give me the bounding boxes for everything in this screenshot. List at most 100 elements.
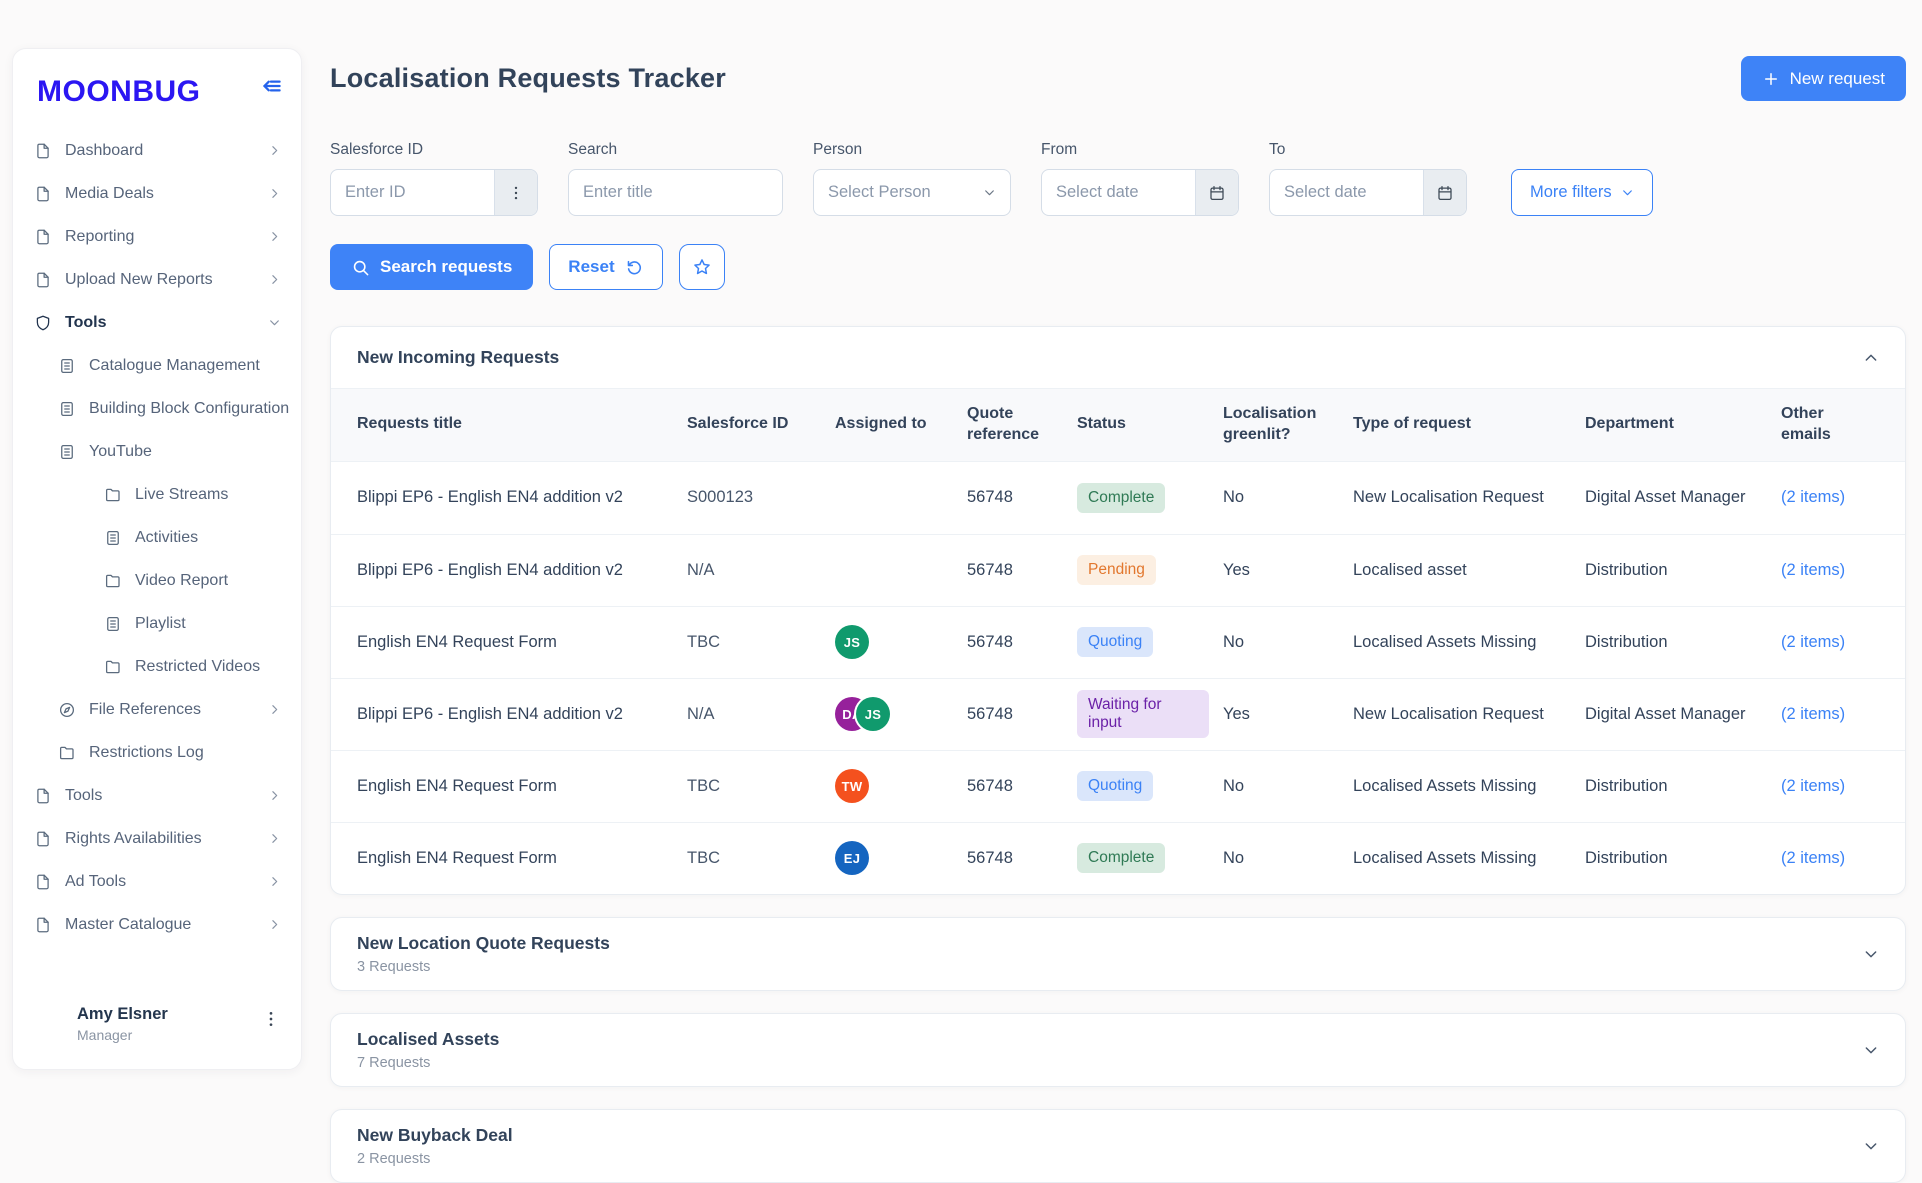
page-icon <box>34 185 52 203</box>
to-input[interactable] <box>1270 170 1423 215</box>
cell-salesforce-id: N/A <box>687 560 715 579</box>
sidebar-item-label: Master Catalogue <box>65 915 192 933</box>
sidebar-item-restrictions-log[interactable]: Restrictions Log <box>13 731 301 774</box>
accordion-section-new-buyback-deal[interactable]: New Buyback Deal 2 Requests <box>330 1108 1906 1183</box>
user-menu-kebab-icon[interactable] <box>261 1009 281 1029</box>
chevron-right-icon <box>268 918 281 931</box>
new-request-button[interactable]: New request <box>1740 56 1906 101</box>
sidebar-item-tools[interactable]: Tools <box>13 774 301 817</box>
search-input[interactable] <box>569 170 782 215</box>
cell-department: Distribution <box>1585 560 1668 579</box>
table-row[interactable]: English EN4 Request Form TBC JS 56748 Qu… <box>331 605 1905 678</box>
avatar: JS <box>835 625 869 660</box>
sidebar-item-catalogue-management[interactable]: Catalogue Management <box>13 344 301 387</box>
cell-request-title: Blippi EP6 - English EN4 addition v2 <box>357 704 623 723</box>
accordion-section-localised-assets[interactable]: Localised Assets 7 Requests <box>330 1012 1906 1087</box>
journal-icon <box>104 615 122 633</box>
sidebar-item-video-report[interactable]: Video Report <box>13 559 301 602</box>
sidebar-item-label: Restrictions Log <box>89 743 204 761</box>
salesforce-id-input[interactable] <box>331 170 494 215</box>
favorite-filter-button[interactable] <box>678 244 725 290</box>
from-input[interactable] <box>1042 170 1195 215</box>
person-select[interactable]: Select Person <box>814 170 1010 215</box>
collapse-sidebar-icon[interactable] <box>259 73 285 99</box>
sidebar-item-building-block-configuration[interactable]: Building Block Configuration <box>13 387 301 430</box>
search-requests-button[interactable]: Search requests <box>330 244 534 290</box>
sidebar-item-dashboard[interactable]: Dashboard <box>13 129 301 172</box>
folder-icon <box>104 658 122 676</box>
column-header: Other emails <box>1781 405 1831 443</box>
search-icon <box>351 258 370 277</box>
folder-icon <box>58 744 76 762</box>
column-header: Quote reference <box>967 405 1040 443</box>
column-header: Type of request <box>1353 415 1471 433</box>
cell-quote-reference: 56748 <box>967 488 1013 507</box>
table-row[interactable]: English EN4 Request Form TBC TW 56748 Qu… <box>331 749 1905 822</box>
journal-icon <box>104 529 122 547</box>
other-emails-link[interactable]: (2 items) <box>1781 704 1846 723</box>
sidebar-item-label: Video Report <box>135 571 229 589</box>
other-emails-link[interactable]: (2 items) <box>1781 848 1846 867</box>
user-name: Amy Elsner <box>77 1005 168 1023</box>
avatar: TW <box>835 769 869 804</box>
cell-type-of-request: Localised Assets Missing <box>1353 848 1537 867</box>
sidebar: MOONBUG Dashboard Media Deals Reporting … <box>12 48 302 1070</box>
more-filters-button[interactable]: More filters <box>1511 169 1653 216</box>
sidebar-item-file-references[interactable]: File References <box>13 688 301 731</box>
sidebar-header: MOONBUG <box>13 49 301 115</box>
other-emails-link[interactable]: (2 items) <box>1781 632 1846 651</box>
sidebar-item-master-catalogue[interactable]: Master Catalogue <box>13 903 301 946</box>
other-emails-link[interactable]: (2 items) <box>1781 488 1846 507</box>
other-emails-link[interactable]: (2 items) <box>1781 776 1846 795</box>
filter-label: To <box>1269 141 1286 158</box>
cell-department: Distribution <box>1585 632 1668 651</box>
cell-request-title: English EN4 Request Form <box>357 632 557 651</box>
cell-type-of-request: Localised Assets Missing <box>1353 632 1537 651</box>
sidebar-item-youtube[interactable]: YouTube <box>13 430 301 473</box>
calendar-addon-button[interactable] <box>1195 170 1238 215</box>
filter-field-salesforce-id: Salesforce ID <box>330 141 538 216</box>
main-content: Localisation Requests Tracker New reques… <box>330 0 1906 1183</box>
plus-icon <box>1762 70 1780 88</box>
accordion-section-new-location-quote-requests[interactable]: New Location Quote Requests 3 Requests <box>330 916 1906 991</box>
table-row[interactable]: Blippi EP6 - English EN4 addition v2 N/A… <box>331 533 1905 606</box>
cell-request-title: English EN4 Request Form <box>357 776 557 795</box>
sidebar-item-rights-availabilities[interactable]: Rights Availabilities <box>13 817 301 860</box>
sidebar-item-tools[interactable]: Tools <box>13 301 301 344</box>
section-title: Localised Assets <box>357 1028 500 1049</box>
filter-label: Search <box>568 141 618 158</box>
other-emails-link[interactable]: (2 items) <box>1781 560 1846 579</box>
sidebar-item-media-deals[interactable]: Media Deals <box>13 172 301 215</box>
sidebar-item-playlist[interactable]: Playlist <box>13 602 301 645</box>
table-row[interactable]: English EN4 Request Form TBC EJ 56748 Co… <box>331 821 1905 894</box>
sidebar-item-live-streams[interactable]: Live Streams <box>13 473 301 516</box>
moonbug-logo: MOONBUG <box>37 75 201 108</box>
cell-greenlit: No <box>1223 632 1245 651</box>
sidebar-item-label: YouTube <box>89 442 152 460</box>
sidebar-item-reporting[interactable]: Reporting <box>13 215 301 258</box>
chevron-down-icon <box>268 316 281 329</box>
table-header-row: Requests title Salesforce ID Assigned to Qu… <box>331 388 1905 462</box>
status-badge: Complete <box>1077 482 1166 513</box>
filter-field-to: To <box>1269 141 1467 216</box>
sidebar-item-activities[interactable]: Activities <box>13 516 301 559</box>
chevron-up-icon <box>1863 350 1879 366</box>
sidebar-item-ad-tools[interactable]: Ad Tools <box>13 860 301 903</box>
compass-icon <box>58 701 76 719</box>
section-title: New Location Quote Requests <box>357 932 610 953</box>
reset-button[interactable]: Reset <box>549 244 663 290</box>
table-row[interactable]: Blippi EP6 - English EN4 addition v2 N/A… <box>331 677 1905 750</box>
new-incoming-requests-header[interactable]: New Incoming Requests <box>331 327 1905 388</box>
table-row[interactable]: Blippi EP6 - English EN4 addition v2 S00… <box>331 462 1905 534</box>
sidebar-item-upload-new-reports[interactable]: Upload New Reports <box>13 258 301 301</box>
sidebar-item-restricted-videos[interactable]: Restricted Videos <box>13 645 301 688</box>
calendar-addon-button[interactable] <box>1423 170 1466 215</box>
sidebar-item-label: Activities <box>135 528 199 546</box>
sidebar-item-label: Restricted Videos <box>135 657 261 675</box>
filter-field-person: Person Select Person <box>813 141 1011 216</box>
sidebar-item-label: File References <box>89 700 202 718</box>
kebab-addon-button[interactable] <box>494 170 537 215</box>
filter-field-search: Search <box>568 141 783 216</box>
chevron-right-icon <box>268 875 281 888</box>
cell-department: Distribution <box>1585 848 1668 867</box>
